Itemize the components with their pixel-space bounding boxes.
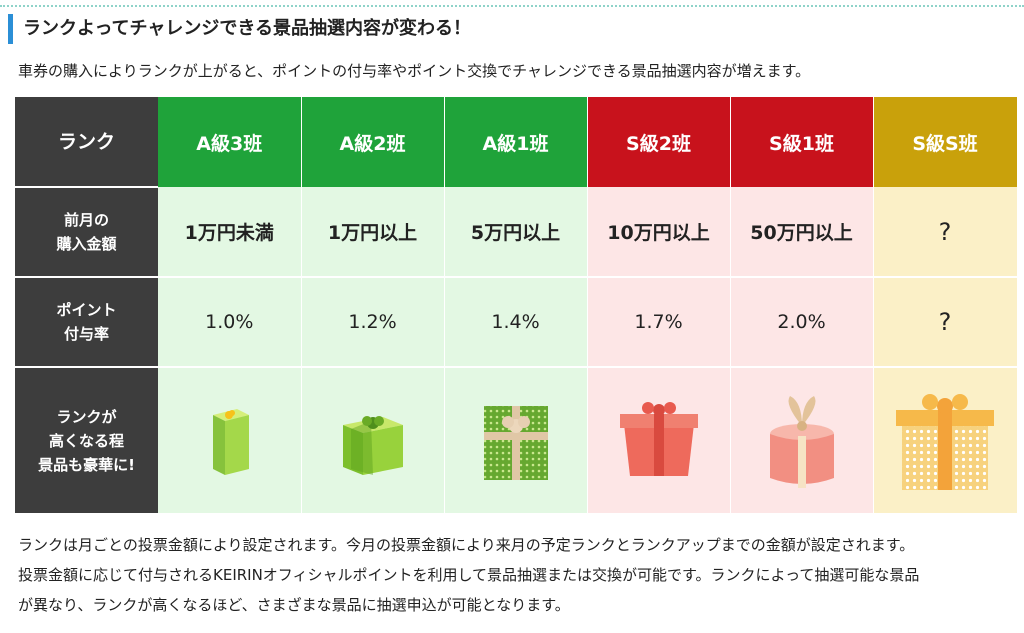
gift-s2-cell (587, 367, 731, 513)
pink-round-box-icon (769, 395, 834, 488)
bottom-line-2: 投票金額に応じて付与されるKEIRINオフィシャルポイントを利用して景品抽選また… (18, 566, 920, 584)
green-ribbon-box-icon (342, 415, 403, 475)
rate-a2: 1.2% (301, 277, 445, 368)
purchase-a3: 1万円未満 (158, 187, 302, 278)
gift-ss-cell (873, 367, 1018, 513)
rate-s2: 1.7% (587, 277, 731, 368)
bottom-line-1: ランクは月ごとの投票金額により設定されます。今月の投票金額により来月の予定ランク… (18, 536, 915, 554)
gift-s1-cell (730, 367, 874, 513)
purchase-s1: 50万円以上 (730, 187, 874, 278)
red-ribbon-box-icon (619, 401, 698, 476)
prize-label: ランクが 高くなる程 景品も豪華に! (15, 367, 158, 513)
rank-header-row: ランク A級3班 A級2班 A級1班 S級2班 S級1班 S級S班 (15, 97, 1018, 188)
rank-a3-header: A級3班 (158, 97, 302, 187)
purchase-label: 前月の 購入金額 (15, 187, 158, 278)
gift-a3-cell (158, 367, 302, 513)
purchase-row: 前月の 購入金額 1万円未満 1万円以上 5万円以上 10万円以上 50万円以上 … (15, 187, 1018, 278)
gold-dotted-box-icon (896, 393, 994, 490)
green-dotted-box-icon (483, 405, 548, 480)
intro-text: 車券の購入によりランクが上がると、ポイントの付与率やポイント交換でチャレンジでき… (18, 62, 811, 80)
purchase-a2: 1万円以上 (301, 187, 445, 278)
rank-ss-header: S級S班 (873, 97, 1018, 187)
rate-ss: ? (873, 277, 1018, 368)
prize-row: ランクが 高くなる程 景品も豪華に! (15, 367, 1018, 513)
bottom-description: ランクは月ごとの投票金額により設定されます。今月の投票金額により来月の予定ランク… (18, 530, 1018, 620)
purchase-a1: 5万円以上 (444, 187, 588, 278)
dotted-divider (0, 5, 1024, 7)
rank-table: ランク A級3班 A級2班 A級1班 S級2班 S級1班 S級S班 前月の 購入金… (15, 97, 1018, 513)
section-heading: ランクよってチャレンジできる景品抽選内容が変わる！ (8, 14, 471, 44)
rank-a2-header: A級2班 (301, 97, 445, 187)
rate-label: ポイント 付与率 (15, 277, 158, 368)
green-small-box-icon (213, 408, 250, 475)
rate-row: ポイント 付与率 1.0% 1.2% 1.4% 1.7% 2.0% ? (15, 277, 1018, 368)
rank-s2-header: S級2班 (587, 97, 731, 187)
rank-s1-header: S級1班 (730, 97, 874, 187)
rank-label: ランク (15, 97, 158, 188)
gift-a1-cell (444, 367, 588, 513)
rank-a1-header: A級1班 (444, 97, 588, 187)
rate-s1: 2.0% (730, 277, 874, 368)
rate-a3: 1.0% (158, 277, 302, 368)
rate-a1: 1.4% (444, 277, 588, 368)
purchase-s2: 10万円以上 (587, 187, 731, 278)
bottom-line-3: が異なり、ランクが高くなるほど、さまざまな景品に抽選申込が可能となります。 (18, 596, 570, 614)
gift-a2-cell (301, 367, 445, 513)
purchase-ss: ? (873, 187, 1018, 278)
